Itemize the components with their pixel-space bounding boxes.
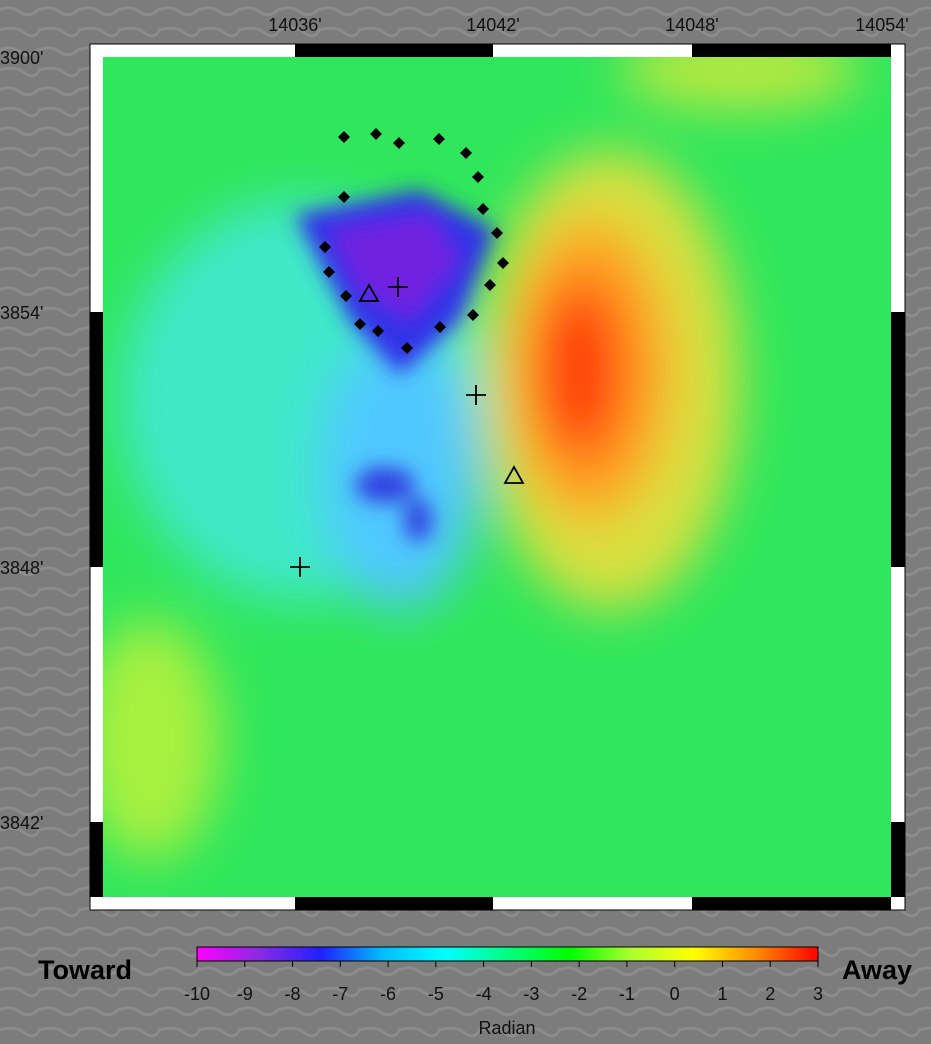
colorbar-tick-label: -10 — [184, 984, 210, 1004]
y-label: 3842' — [0, 813, 43, 833]
diamond — [477, 203, 489, 215]
diamond — [472, 171, 484, 183]
y-label: 3854' — [0, 303, 43, 323]
interferogram — [103, 57, 891, 897]
diamond — [484, 279, 496, 291]
colorbar-tick-label: -2 — [571, 984, 587, 1004]
markers — [290, 128, 525, 577]
diamond — [434, 321, 446, 333]
colorbar-tick-label: -4 — [476, 984, 492, 1004]
colorbar-tick-label: 2 — [765, 984, 775, 1004]
diamond — [497, 257, 509, 269]
diamond — [319, 241, 331, 253]
diamond — [433, 133, 445, 145]
diamond — [460, 147, 472, 159]
colorbar-tick-label: 3 — [813, 984, 823, 1004]
colorbar-title: Radian — [478, 1018, 535, 1038]
colorbar-tick-label: -3 — [523, 984, 539, 1004]
colorbar-tick-label: -5 — [428, 984, 444, 1004]
colorbar-tick-label: 0 — [670, 984, 680, 1004]
diamond — [338, 131, 350, 143]
diamond — [323, 266, 335, 278]
diamond — [340, 290, 352, 302]
colorbar-tick-label: -7 — [332, 984, 348, 1004]
x-label: 14048' — [665, 15, 719, 35]
diamond — [372, 325, 384, 337]
y-label: 3848' — [0, 558, 43, 578]
colorbar-tick-label: -9 — [237, 984, 253, 1004]
colorbar-tick-label: 1 — [717, 984, 727, 1004]
colorbar-tick-label: -1 — [619, 984, 635, 1004]
x-label: 14054' — [855, 15, 909, 35]
diamond — [401, 342, 413, 354]
toward-label: Toward — [38, 955, 132, 985]
y-label: 3900' — [0, 48, 43, 68]
away-label: Away — [842, 955, 912, 985]
diamond — [338, 191, 350, 203]
diamond — [393, 137, 405, 149]
colorbar-tick-label: -6 — [380, 984, 396, 1004]
frame-bars — [90, 44, 905, 910]
diamond — [491, 227, 503, 239]
diamond — [467, 309, 479, 321]
diamond — [370, 128, 382, 140]
x-label: 14036' — [268, 15, 322, 35]
colorbar-tick-label: -8 — [285, 984, 301, 1004]
colorbar — [196, 946, 819, 962]
x-label: 14042' — [466, 15, 520, 35]
diamond — [354, 318, 366, 330]
